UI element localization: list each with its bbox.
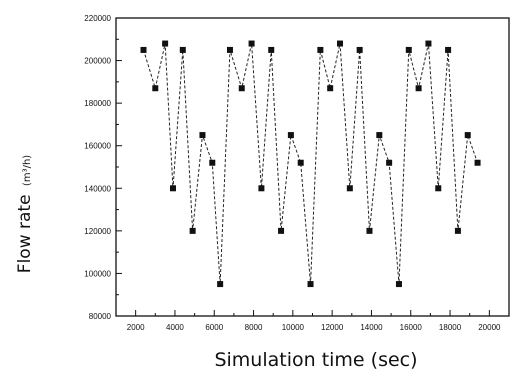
x-tick-label: 16000 — [400, 323, 423, 332]
y-tick-label: 80000 — [89, 312, 112, 321]
x-tick-label: 20000 — [478, 323, 501, 332]
data-point — [337, 40, 344, 47]
data-point — [386, 159, 393, 166]
data-point — [317, 46, 324, 53]
data-point — [327, 85, 334, 92]
x-axis-title: Simulation time (sec) — [214, 349, 417, 371]
x-tick-label: 8000 — [245, 323, 263, 332]
data-point — [238, 85, 245, 92]
x-tick-label: 2000 — [127, 323, 145, 332]
data-point — [258, 185, 265, 192]
series-layer — [140, 40, 481, 288]
y-tick-label: 160000 — [84, 142, 111, 151]
data-point — [179, 46, 186, 53]
series-line — [143, 43, 479, 285]
y-axis-title-unit: (m³/h) — [22, 155, 33, 186]
x-tick-label: 14000 — [360, 323, 383, 332]
data-point — [199, 132, 206, 139]
data-point — [217, 281, 224, 288]
data-point — [268, 46, 275, 53]
data-point — [395, 281, 402, 288]
data-point — [464, 132, 471, 139]
data-point — [445, 46, 452, 53]
data-point — [356, 46, 363, 53]
y-tick-label: 220000 — [84, 14, 111, 23]
y-axis-ticks: 80000 100000 120000 140000 160000 180000 20000… — [84, 14, 122, 321]
y-tick-label: 140000 — [84, 184, 111, 193]
data-point — [140, 46, 147, 53]
y-axis-title-group: Flow rate (m³/h) — [15, 155, 35, 274]
data-point — [278, 227, 285, 234]
data-point — [435, 185, 442, 192]
data-point — [189, 227, 196, 234]
y-axis-title-main: Flow rate — [15, 194, 35, 273]
data-point — [152, 85, 159, 92]
x-tick-label: 6000 — [205, 323, 223, 332]
x-tick-label: 10000 — [282, 323, 305, 332]
data-point — [415, 85, 422, 92]
data-point — [454, 227, 461, 234]
y-tick-label: 180000 — [84, 99, 111, 108]
data-point — [425, 40, 432, 47]
x-tick-label: 4000 — [166, 323, 184, 332]
y-tick-label: 200000 — [84, 57, 111, 66]
y-tick-label: 100000 — [84, 269, 111, 278]
data-point — [474, 159, 481, 166]
x-tick-label: 18000 — [439, 323, 462, 332]
data-point — [307, 281, 314, 288]
data-point — [297, 159, 304, 166]
data-point — [346, 185, 353, 192]
data-point — [405, 46, 412, 53]
y-tick-label: 120000 — [84, 227, 111, 236]
data-point — [376, 132, 383, 139]
data-point — [169, 185, 176, 192]
data-point — [162, 40, 169, 47]
data-point — [287, 132, 294, 139]
data-point — [226, 46, 233, 53]
data-point — [209, 159, 216, 166]
x-tick-label: 12000 — [321, 323, 344, 332]
y-axis-title: Flow rate (m³/h) — [15, 155, 35, 274]
data-point — [248, 40, 255, 47]
x-axis-ticks: 2000 4000 6000 8000 10000 12000 14000 16000 1800… — [115, 310, 510, 332]
data-point — [366, 227, 373, 234]
